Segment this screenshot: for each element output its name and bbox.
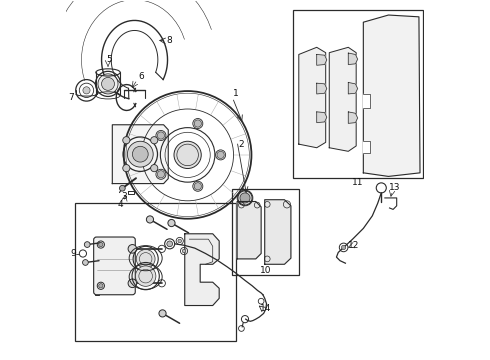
Circle shape	[83, 87, 90, 94]
Circle shape	[216, 150, 225, 160]
Circle shape	[128, 244, 137, 253]
Bar	[74, 203, 236, 341]
Circle shape	[84, 242, 90, 247]
Circle shape	[98, 74, 118, 94]
Circle shape	[136, 249, 155, 268]
Polygon shape	[329, 47, 356, 151]
Text: 11: 11	[352, 178, 364, 187]
Polygon shape	[348, 82, 358, 94]
Polygon shape	[317, 54, 327, 65]
Polygon shape	[299, 47, 326, 148]
Circle shape	[167, 241, 172, 247]
Circle shape	[128, 279, 137, 288]
Circle shape	[123, 137, 130, 144]
Circle shape	[193, 118, 203, 129]
Text: 8: 8	[167, 36, 172, 45]
Circle shape	[238, 191, 252, 205]
Circle shape	[157, 132, 165, 139]
Circle shape	[150, 165, 158, 172]
Polygon shape	[364, 140, 370, 153]
Text: 13: 13	[389, 183, 401, 192]
Text: 14: 14	[260, 304, 271, 313]
Circle shape	[182, 249, 186, 253]
Circle shape	[194, 120, 201, 127]
Circle shape	[159, 310, 166, 317]
Text: 12: 12	[348, 241, 359, 250]
Bar	[331, 62, 353, 141]
Circle shape	[123, 165, 130, 172]
Bar	[232, 189, 299, 275]
Text: 9: 9	[70, 249, 76, 258]
Circle shape	[150, 137, 158, 144]
Circle shape	[217, 151, 224, 158]
Circle shape	[135, 266, 156, 286]
Bar	[96, 284, 99, 295]
FancyBboxPatch shape	[94, 237, 135, 295]
Circle shape	[120, 185, 125, 191]
Circle shape	[156, 169, 166, 179]
Circle shape	[157, 171, 165, 178]
Circle shape	[132, 146, 148, 162]
Polygon shape	[348, 53, 358, 64]
Circle shape	[98, 242, 103, 247]
Circle shape	[193, 181, 203, 191]
Circle shape	[178, 239, 181, 243]
Circle shape	[98, 284, 103, 288]
Circle shape	[174, 141, 201, 168]
Circle shape	[101, 77, 115, 90]
Polygon shape	[237, 202, 261, 259]
Circle shape	[127, 141, 153, 167]
Text: 3: 3	[121, 192, 126, 201]
Circle shape	[82, 260, 88, 265]
Circle shape	[168, 220, 175, 226]
Bar	[300, 68, 322, 138]
Polygon shape	[317, 112, 327, 123]
Text: 4: 4	[118, 200, 123, 209]
Text: 6: 6	[138, 72, 144, 81]
Circle shape	[342, 245, 346, 249]
Circle shape	[147, 216, 153, 223]
Circle shape	[194, 183, 201, 190]
Polygon shape	[317, 83, 327, 94]
Text: 5: 5	[106, 55, 112, 64]
Text: 1: 1	[233, 89, 239, 98]
Text: 2: 2	[238, 140, 244, 149]
Polygon shape	[112, 125, 168, 184]
Bar	[294, 10, 422, 178]
Polygon shape	[364, 15, 420, 176]
Polygon shape	[348, 112, 358, 123]
Bar	[239, 212, 258, 255]
Circle shape	[156, 130, 166, 140]
Circle shape	[240, 193, 250, 203]
Text: 7: 7	[69, 93, 74, 102]
Bar	[267, 211, 287, 260]
Bar	[96, 237, 99, 248]
Polygon shape	[265, 200, 291, 264]
Polygon shape	[185, 234, 219, 306]
Polygon shape	[364, 94, 370, 108]
Text: 10: 10	[260, 266, 271, 275]
